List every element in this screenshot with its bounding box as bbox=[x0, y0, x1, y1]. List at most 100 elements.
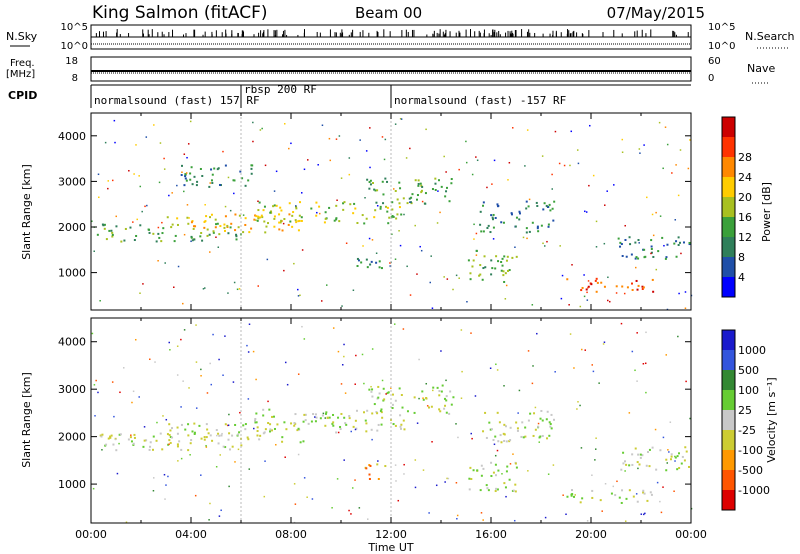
echo-cell bbox=[484, 266, 487, 269]
echo-cell bbox=[516, 429, 519, 432]
echo-cell bbox=[491, 267, 494, 270]
echo-cell bbox=[355, 427, 358, 430]
echo-cell bbox=[545, 204, 548, 207]
echo-cell bbox=[685, 450, 688, 453]
echo-cell bbox=[489, 231, 492, 234]
echo-scatter bbox=[267, 400, 269, 403]
echo-scatter bbox=[283, 123, 286, 125]
echo-cell bbox=[503, 255, 506, 258]
echo-cell bbox=[159, 432, 162, 435]
echo-cell bbox=[581, 497, 584, 500]
echo-cell bbox=[238, 431, 241, 434]
echo-scatter bbox=[371, 239, 374, 241]
echo-cell bbox=[224, 446, 227, 449]
echo-cell bbox=[356, 265, 359, 268]
echo-cell bbox=[684, 446, 687, 449]
echo-cell bbox=[642, 248, 645, 251]
echo-scatter bbox=[391, 233, 393, 236]
echo-cell bbox=[383, 398, 386, 401]
echo-cell bbox=[263, 220, 266, 223]
echo-cell bbox=[548, 434, 551, 437]
echo-scatter bbox=[111, 381, 114, 383]
echo-cell bbox=[648, 448, 651, 451]
echo-cell bbox=[115, 225, 118, 228]
echo-cell bbox=[402, 197, 405, 200]
echo-cell bbox=[203, 220, 206, 223]
echo-scatter bbox=[161, 221, 163, 224]
echo-scatter bbox=[690, 507, 693, 510]
echo-cell bbox=[399, 414, 402, 417]
echo-cell bbox=[369, 183, 372, 186]
echo-cell bbox=[303, 413, 306, 416]
echo-scatter bbox=[247, 398, 250, 400]
echo-cell bbox=[551, 207, 554, 210]
echo-scatter bbox=[316, 211, 318, 214]
echo-cell bbox=[184, 177, 187, 180]
echo-scatter bbox=[505, 284, 508, 287]
echo-scatter bbox=[381, 136, 384, 138]
echo-cell bbox=[420, 191, 423, 194]
echo-cell bbox=[514, 225, 517, 228]
echo-cell bbox=[261, 216, 264, 219]
echo-scatter bbox=[248, 468, 251, 470]
echo-scatter bbox=[341, 305, 343, 307]
echo-cell bbox=[535, 201, 538, 204]
echo-scatter bbox=[568, 304, 570, 306]
echo-cell bbox=[646, 499, 649, 502]
echo-scatter bbox=[624, 470, 626, 472]
echo-cell bbox=[439, 410, 442, 413]
echo-scatter bbox=[164, 498, 166, 500]
echo-cell bbox=[665, 256, 668, 259]
echo-cell bbox=[504, 486, 507, 489]
echo-scatter bbox=[371, 348, 374, 350]
echo-scatter bbox=[131, 401, 133, 404]
echo-cell bbox=[619, 241, 622, 244]
echo-scatter bbox=[162, 415, 164, 417]
echo-cell bbox=[381, 180, 384, 183]
echo-cell bbox=[315, 416, 318, 419]
echo-cell bbox=[318, 205, 321, 208]
echo-scatter bbox=[445, 171, 447, 173]
echo-scatter bbox=[389, 262, 391, 264]
echo-scatter bbox=[229, 209, 232, 212]
echo-cell bbox=[223, 223, 226, 226]
echo-scatter bbox=[475, 232, 478, 235]
echo-scatter bbox=[367, 518, 369, 520]
cpid-segment-label: rbsp 200 RF bbox=[244, 83, 317, 96]
echo-cell bbox=[262, 209, 265, 212]
echo-scatter bbox=[93, 250, 95, 252]
echo-cell bbox=[152, 448, 155, 451]
echo-cell bbox=[280, 219, 283, 222]
echo-cell bbox=[490, 461, 493, 464]
echo-scatter bbox=[443, 155, 445, 158]
echo-cell bbox=[229, 448, 232, 451]
echo-cell bbox=[238, 214, 241, 217]
echo-cell bbox=[448, 200, 451, 203]
freq-label: Freq. bbox=[10, 58, 35, 69]
echo-cell bbox=[247, 438, 250, 441]
echo-scatter bbox=[101, 449, 103, 451]
echo-cell bbox=[384, 465, 387, 468]
echo-scatter bbox=[397, 499, 400, 502]
echo-cell bbox=[271, 415, 274, 418]
echo-scatter bbox=[343, 355, 345, 358]
echo-cell bbox=[506, 465, 509, 468]
echo-cell bbox=[394, 399, 397, 402]
echo-cell bbox=[570, 493, 573, 496]
echo-cell bbox=[503, 482, 506, 485]
echo-cell bbox=[228, 432, 231, 435]
colorbar-swatch bbox=[722, 330, 735, 350]
echo-cell bbox=[540, 409, 543, 412]
echo-scatter bbox=[173, 286, 175, 288]
echo-cell bbox=[478, 274, 481, 277]
echo-cell bbox=[621, 489, 624, 492]
echo-scatter bbox=[188, 387, 190, 389]
echo-scatter bbox=[474, 395, 477, 397]
echo-cell bbox=[665, 469, 668, 472]
x-axis-label: Time UT bbox=[367, 541, 413, 554]
echo-scatter bbox=[511, 127, 514, 129]
echo-scatter bbox=[576, 408, 578, 410]
echo-cell bbox=[428, 406, 431, 409]
echo-cell bbox=[291, 214, 294, 217]
echo-scatter bbox=[111, 179, 114, 182]
